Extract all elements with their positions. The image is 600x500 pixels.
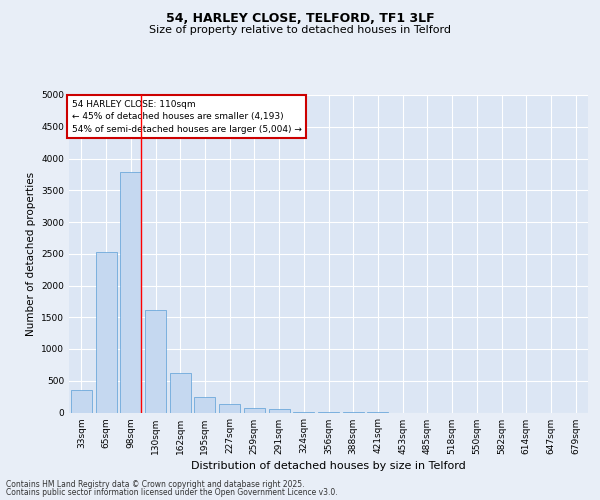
Text: 54 HARLEY CLOSE: 110sqm
← 45% of detached houses are smaller (4,193)
54% of semi: 54 HARLEY CLOSE: 110sqm ← 45% of detache… (71, 100, 301, 134)
Bar (120, 172, 141, 412)
Bar (170, 373, 191, 412)
Text: 54, HARLEY CLOSE, TELFORD, TF1 3LF: 54, HARLEY CLOSE, TELFORD, TF1 3LF (166, 12, 434, 26)
Bar (145, 310, 166, 412)
Text: Contains public sector information licensed under the Open Government Licence v3: Contains public sector information licen… (6, 488, 338, 497)
Bar (269, 410, 290, 412)
Bar (71, 390, 92, 412)
Bar (194, 396, 215, 412)
Y-axis label: Number of detached properties: Number of detached properties (26, 172, 35, 336)
Bar (244, 408, 265, 412)
X-axis label: Distribution of detached houses by size in Telford: Distribution of detached houses by size … (191, 460, 466, 470)
Text: Size of property relative to detached houses in Telford: Size of property relative to detached ho… (149, 25, 451, 35)
Bar (95, 252, 116, 412)
Bar (219, 404, 240, 412)
Text: Contains HM Land Registry data © Crown copyright and database right 2025.: Contains HM Land Registry data © Crown c… (6, 480, 305, 489)
